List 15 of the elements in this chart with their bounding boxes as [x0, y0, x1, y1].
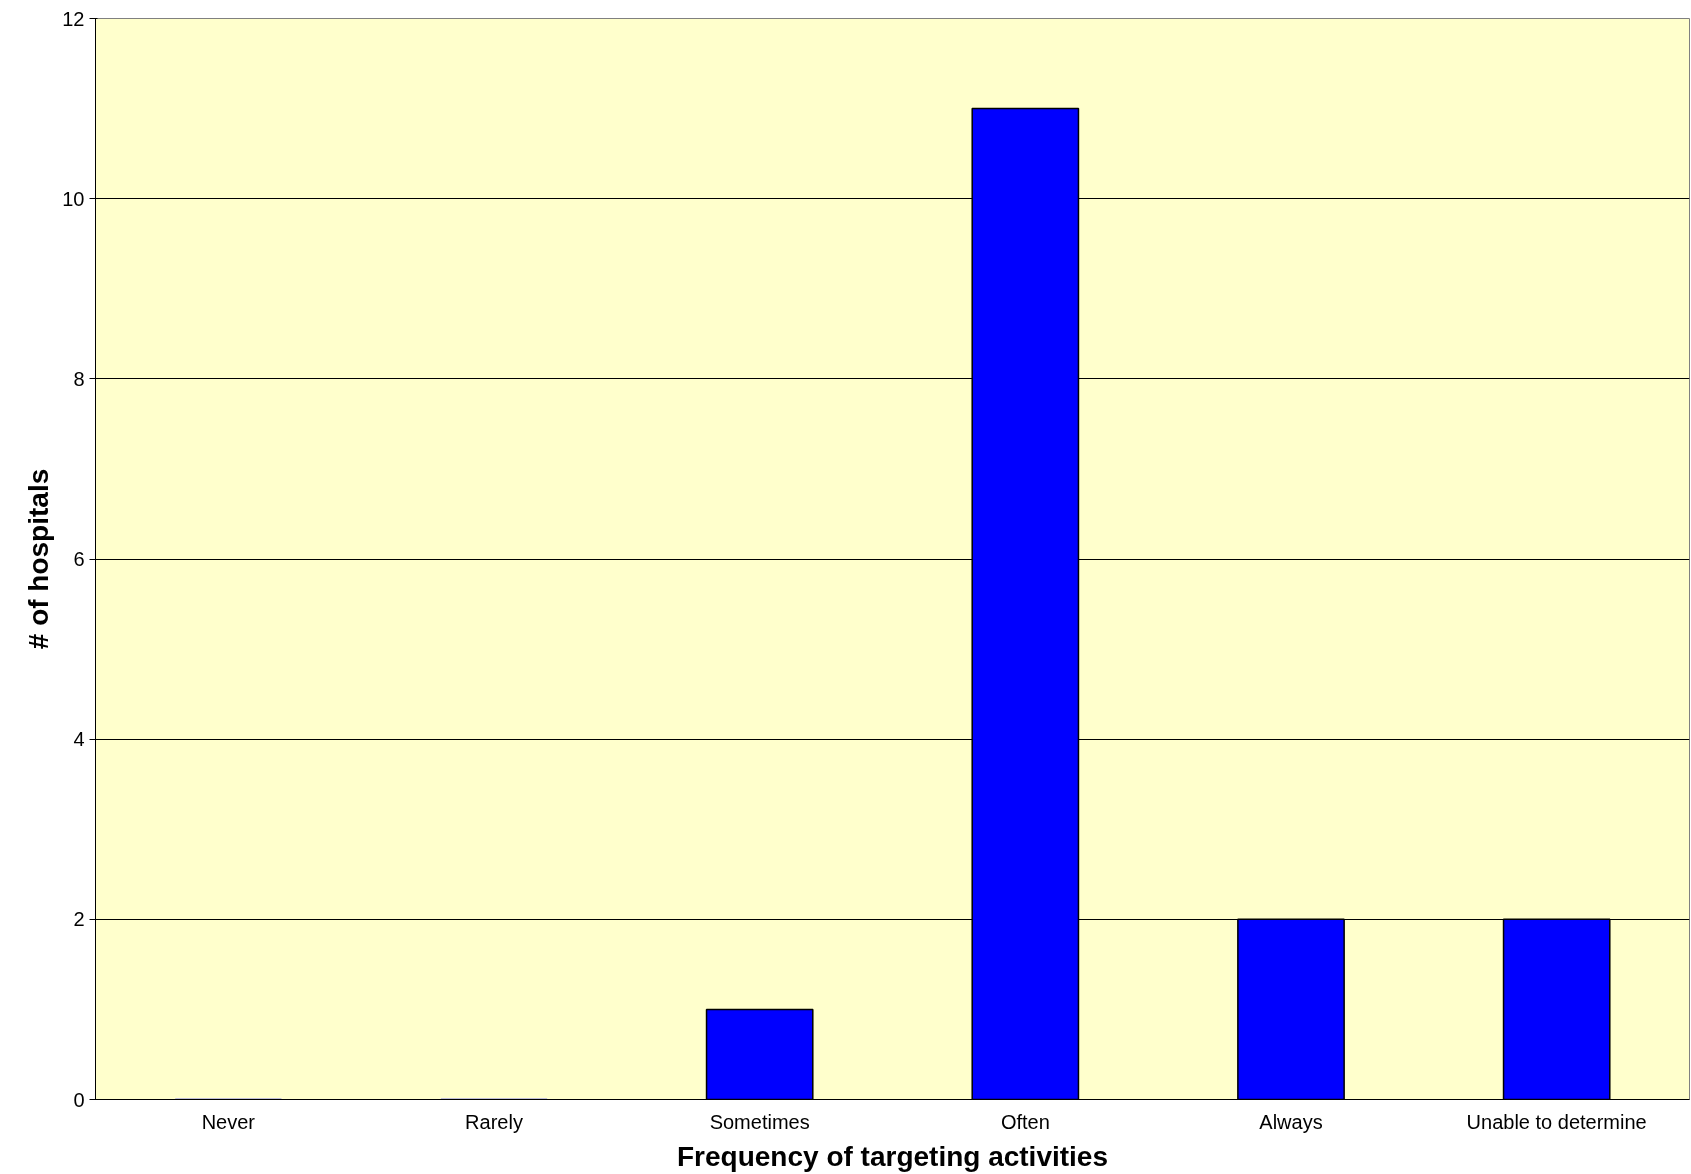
- x-tick-label: Rarely: [465, 1110, 523, 1133]
- x-tick-label: Always: [1259, 1110, 1323, 1133]
- x-tick-label: Never: [201, 1110, 256, 1133]
- y-tick-label: 6: [73, 548, 85, 570]
- x-axis-title: Frequency of targeting activities: [677, 1140, 1108, 1172]
- x-tick-label: Often: [1000, 1110, 1050, 1133]
- x-tick-label: Unable to determine: [1466, 1110, 1647, 1133]
- y-tick-label: 2: [73, 908, 85, 931]
- y-tick-label: 10: [62, 187, 85, 210]
- y-axis-title: # of hospitals: [23, 468, 55, 650]
- y-tick-label: 8: [73, 367, 85, 390]
- y-tick-label: 0: [73, 1088, 85, 1111]
- x-tick-label: Sometimes: [709, 1110, 810, 1133]
- y-tick-label: 4: [73, 728, 85, 751]
- y-tick-label: 12: [62, 7, 85, 30]
